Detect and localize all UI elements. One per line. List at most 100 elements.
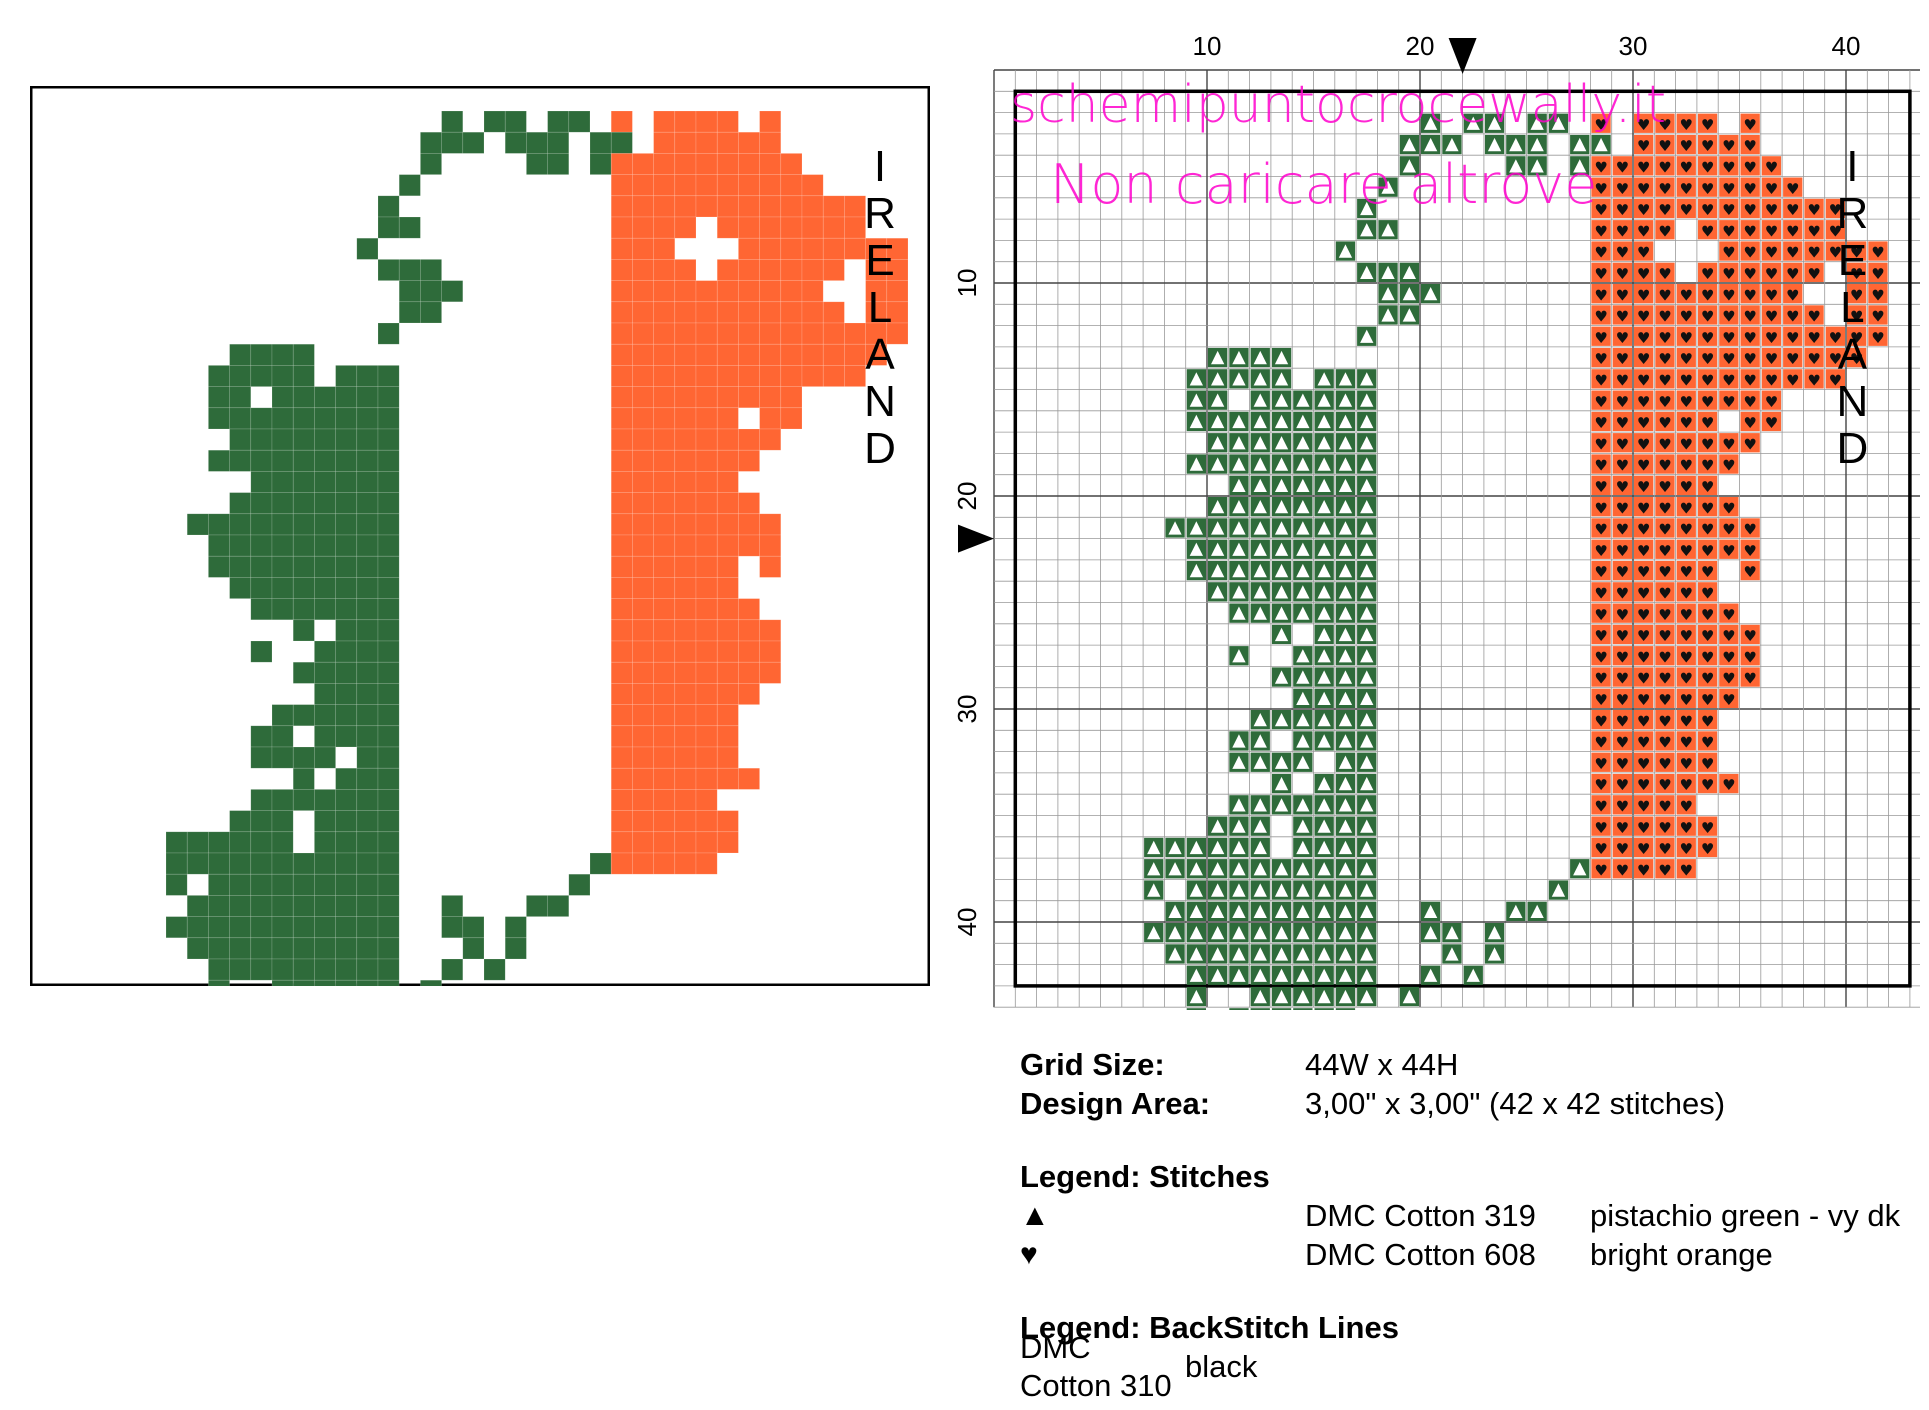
- heart-symbol-icon: ♥: [1743, 308, 1756, 326]
- triangle-symbol-icon: [1274, 776, 1289, 791]
- green-stitch: [589, 131, 612, 154]
- orange-stitch: [1719, 134, 1739, 155]
- triangle-symbol-icon: [1402, 137, 1416, 152]
- triangle-symbol-icon: [1253, 457, 1267, 471]
- heart-symbol-icon: ♥: [1701, 201, 1714, 219]
- green-stitch: [335, 428, 358, 451]
- heart-symbol-icon: ♥: [1594, 670, 1607, 688]
- orange-stitch: [1612, 475, 1632, 495]
- orange-stitch: [674, 661, 697, 684]
- green-stitch: [229, 513, 252, 536]
- heart-symbol-icon: ♥: [1743, 265, 1756, 283]
- orange-stitch: [822, 195, 845, 218]
- orange-stitch: [632, 471, 654, 493]
- triangle-symbol-icon: [1360, 606, 1374, 620]
- heart-symbol-icon: ♥: [1637, 116, 1650, 134]
- orange-stitch: [1655, 134, 1675, 155]
- triangle-symbol-icon: [1211, 563, 1225, 578]
- triangle-symbol-icon: [1189, 947, 1203, 961]
- heart-symbol-icon: ♥: [1722, 137, 1735, 155]
- orange-stitch: [610, 322, 633, 345]
- green-stitch: [229, 937, 252, 960]
- heart-symbol-icon: ♥: [1743, 414, 1756, 432]
- orange-stitch: [653, 301, 676, 324]
- triangle-symbol-icon: [1274, 521, 1289, 535]
- heart-symbol-icon: ♥: [1658, 798, 1671, 816]
- triangle-symbol-icon: [1253, 393, 1267, 407]
- green-stitch: [314, 577, 336, 599]
- orange-stitch: [716, 577, 739, 599]
- orange-stitch: [610, 619, 633, 642]
- green-stitch: [186, 852, 209, 875]
- orange-stitch: [1655, 305, 1675, 325]
- heart-symbol-icon: ♥: [1786, 244, 1799, 262]
- green-stitch: [441, 895, 464, 917]
- triangle-symbol-icon: [1296, 989, 1310, 1004]
- green-stitch: [377, 216, 400, 239]
- chart-stitches: ♥ ♥ ♥ ♥ ♥ ♥♥ ♥ ♥ ♥ ♥ ♥♥ ♥ ♥ ♥ ♥ ♥ ♥ ♥ ♥♥ ♥ ♥ ♥ ♥ ♥ ♥ ♥ ♥ ♥♥ ♥ ♥ ♥ ♥ ♥ ♥ ♥ ♥…: [1144, 113, 1888, 1010]
- orange-stitch: [653, 640, 676, 663]
- orange-stitch: [1612, 646, 1632, 666]
- triangle-symbol-icon: [1232, 649, 1246, 663]
- heart-symbol-icon: ♥: [1701, 755, 1714, 773]
- green-stitch: [377, 683, 400, 705]
- orange-stitch: [1847, 305, 1867, 325]
- triangle-symbol-icon: [1296, 840, 1310, 855]
- orange-stitch: [674, 174, 697, 197]
- green-stitch: [186, 831, 209, 854]
- heart-symbol-icon: ♥: [1871, 308, 1884, 326]
- orange-stitch: [610, 449, 633, 472]
- green-stitch: [271, 916, 294, 939]
- green-stitch: [356, 449, 379, 472]
- orange-stitch: [674, 216, 697, 239]
- heart-symbol-icon: ♥: [1658, 137, 1671, 155]
- green-stitch: [229, 407, 252, 430]
- orange-stitch: [1634, 411, 1654, 432]
- orange-stitch: [1612, 497, 1632, 517]
- heart-symbol-icon: ♥: [1743, 542, 1756, 560]
- orange-stitch: [1697, 134, 1718, 155]
- orange-stitch: [1612, 411, 1632, 432]
- green-stitch: [483, 110, 506, 133]
- orange-stitch: [1655, 624, 1675, 645]
- orange-stitch: [1847, 241, 1867, 261]
- orange-stitch: [1740, 347, 1760, 368]
- triangle-symbol-icon: [1232, 372, 1246, 386]
- triangle-symbol-icon: [1594, 137, 1608, 152]
- heart-symbol-icon: ♥: [1637, 329, 1650, 347]
- triangle-symbol-icon: [1402, 308, 1416, 322]
- orange-stitch: [1612, 837, 1632, 858]
- orange-stitch: [1591, 262, 1611, 282]
- heart-symbol-icon: ♥: [1701, 542, 1714, 560]
- heart-symbol-icon: ♥: [1594, 648, 1607, 666]
- green-stitch: [335, 852, 358, 875]
- orange-stitch: [1804, 220, 1824, 240]
- orange-stitch: [844, 343, 866, 366]
- green-stitch: [356, 365, 379, 387]
- orange-stitch: [759, 216, 782, 239]
- heart-symbol-icon: ♥: [1871, 265, 1884, 283]
- heart-symbol-icon: ♥: [1722, 201, 1735, 219]
- triangle-symbol-icon: [1211, 521, 1225, 535]
- chart-label-letter: I: [1846, 142, 1858, 191]
- green-stitch: [441, 916, 464, 939]
- heart-symbol-icon: ♥: [1594, 478, 1607, 496]
- green-stitch: [335, 619, 358, 642]
- orange-stitch: [1612, 156, 1632, 176]
- orange-stitch: [610, 110, 633, 133]
- heart-symbol-icon: ♥: [1658, 286, 1671, 304]
- orange-stitch: [1634, 454, 1654, 474]
- orange-stitch: [1634, 603, 1654, 623]
- orange-stitch: [738, 428, 760, 451]
- triangle-symbol-icon: [1424, 287, 1438, 301]
- orange-stitch: [674, 131, 697, 154]
- green-stitch: [420, 301, 442, 324]
- orange-stitch: [865, 343, 888, 366]
- green-stitch: [271, 873, 294, 896]
- orange-stitch: [1761, 262, 1782, 282]
- green-stitch: [208, 407, 230, 430]
- green-stitch: [314, 492, 336, 515]
- heart-symbol-icon: ♥: [1616, 244, 1629, 262]
- triangle-symbol-icon: [1253, 606, 1267, 620]
- triangle-symbol-icon: [1168, 862, 1182, 876]
